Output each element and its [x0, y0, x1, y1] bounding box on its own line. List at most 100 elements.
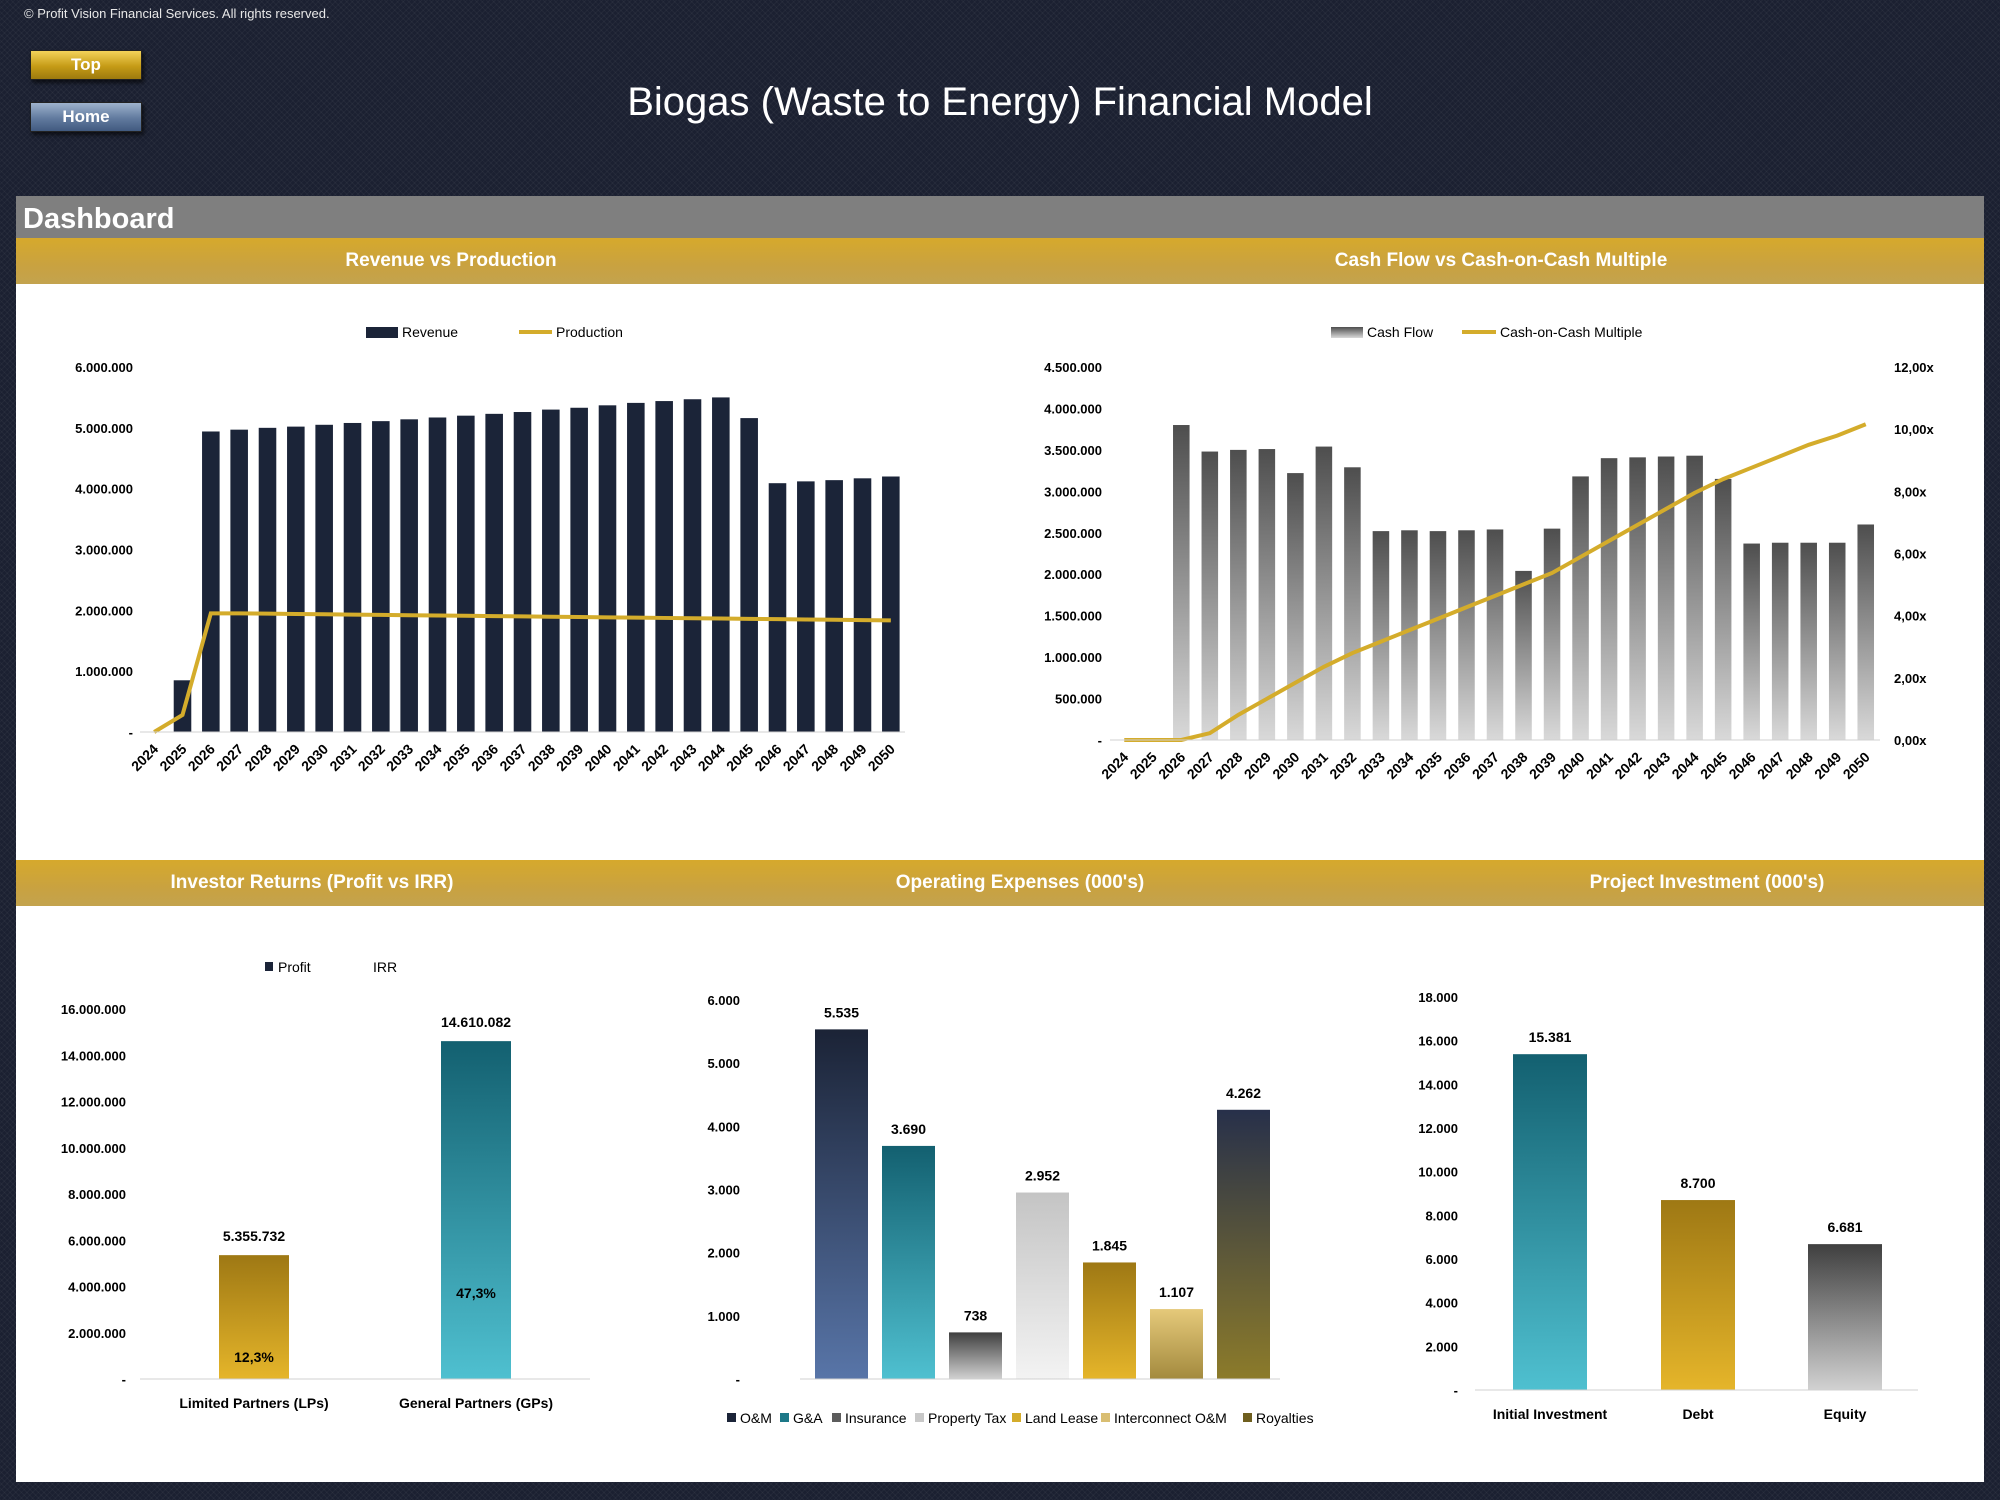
cashflow-x-tick: 2045	[1697, 749, 1730, 782]
cashflow-bar	[1429, 531, 1447, 740]
cashflow-x-tick: 2043	[1640, 749, 1673, 782]
opex-legend-swatch	[727, 1413, 736, 1422]
copyright-text: © Profit Vision Financial Services. All …	[24, 6, 330, 21]
opex-y-tick: 5.000	[707, 1056, 740, 1071]
opex-legend-label: Royalties	[1256, 1410, 1314, 1426]
cashflow-x-tick: 2046	[1725, 749, 1758, 782]
cashflow-y2-tick: 2,00x	[1894, 671, 1927, 686]
investment-y-tick: 18.000	[1418, 990, 1458, 1005]
revenue-bar	[570, 407, 588, 732]
revenue-y-tick: 3.000.000	[75, 543, 133, 558]
revenue-x-tick: 2050	[865, 741, 898, 774]
cashflow-x-tick: 2044	[1668, 749, 1701, 782]
cashflow-bar	[1714, 478, 1732, 740]
revenue-bar	[712, 397, 730, 732]
opex-bar	[949, 1332, 1002, 1379]
opex-legend-label: Property Tax	[928, 1410, 1006, 1426]
cashflow-bar	[1201, 451, 1219, 740]
revenue-x-tick: 2046	[751, 741, 784, 774]
section-band-top: Revenue vs Production Cash Flow vs Cash-…	[16, 238, 1984, 284]
cashflow-y-tick: 2.500.000	[1044, 526, 1102, 541]
irr-data-label: 12,3%	[234, 1349, 274, 1365]
investment-y-tick: 10.000	[1418, 1165, 1458, 1180]
cashflow-bar	[1372, 531, 1390, 740]
revenue-x-tick: 2038	[525, 741, 558, 774]
investment-x-tick: Equity	[1824, 1406, 1867, 1422]
revenue-bar	[542, 409, 560, 732]
cashflow-y2-tick: 10,00x	[1894, 422, 1935, 437]
revenue-bar	[768, 483, 787, 732]
revenue-bar	[457, 415, 475, 732]
cashflow-bar	[1657, 456, 1675, 740]
revenue-bar	[683, 399, 702, 732]
revenue-x-tick: 2030	[298, 741, 331, 774]
revenue-bar	[627, 402, 645, 732]
investment-x-tick: Initial Investment	[1493, 1406, 1608, 1422]
revenue-x-tick: 2035	[440, 741, 473, 774]
cashflow-x-tick: 2036	[1440, 749, 1473, 782]
cashflow-bar	[1572, 476, 1589, 740]
opex-legend-swatch	[780, 1413, 789, 1422]
investment-y-tick: 16.000	[1418, 1034, 1458, 1049]
opex-legend-label: Interconnect O&M	[1114, 1410, 1227, 1426]
legend-label-cashflow: Cash Flow	[1367, 324, 1434, 340]
revenue-x-tick: 2047	[780, 741, 813, 774]
opex-legend-swatch	[1101, 1413, 1110, 1422]
cashflow-bar	[1800, 542, 1817, 740]
home-button[interactable]: Home	[30, 102, 142, 132]
investment-y-tick: 12.000	[1418, 1121, 1458, 1136]
cashflow-bar	[1515, 570, 1532, 740]
cashflow-bar	[1344, 467, 1361, 740]
opex-legend-swatch	[1243, 1413, 1252, 1422]
opex-data-label: 4.262	[1226, 1085, 1261, 1101]
opex-bar	[1083, 1262, 1136, 1379]
profit-data-label: 14.610.082	[441, 1014, 511, 1030]
revenue-x-tick: 2036	[468, 741, 501, 774]
opex-legend-swatch	[832, 1413, 841, 1422]
revenue-x-tick: 2029	[270, 741, 303, 774]
revenue-bar	[202, 431, 220, 732]
cashflow-y-tick: 4.000.000	[1044, 401, 1102, 416]
coc-multiple-line	[1124, 422, 1867, 742]
revenue-bar	[287, 426, 305, 732]
cashflow-y2-tick: 0,00x	[1894, 733, 1927, 748]
investment-y-tick: 6.000	[1425, 1252, 1458, 1267]
revenue-x-tick: 2043	[666, 741, 699, 774]
opex-y-tick: 4.000	[707, 1119, 740, 1134]
revenue-x-tick: 2034	[411, 741, 444, 774]
legend-label-production: Production	[556, 324, 623, 340]
cashflow-bar	[1173, 425, 1190, 740]
revenue-x-tick: 2049	[836, 741, 869, 774]
cashflow-y-tick: 1.000.000	[1044, 650, 1102, 665]
revenue-y-tick: 5.000.000	[75, 421, 133, 436]
revenue-y-tick: 2.000.000	[75, 603, 133, 618]
investor-y-tick: 14.000.000	[61, 1048, 126, 1063]
profit-data-label: 5.355.732	[223, 1228, 285, 1244]
investment-y-tick: 2.000	[1425, 1339, 1458, 1354]
revenue-bar	[230, 429, 248, 732]
dashboard-title: Dashboard	[23, 203, 175, 235]
cashflow-section-title: Cash Flow vs Cash-on-Cash Multiple	[1334, 250, 1668, 271]
cashflow-x-tick: 2040	[1554, 749, 1587, 782]
opex-y-tick: 1.000	[707, 1309, 740, 1324]
cashflow-bar	[1771, 542, 1789, 740]
revenue-x-tick: 2048	[808, 741, 841, 774]
opex-data-label: 738	[964, 1307, 988, 1323]
legend-swatch-cashflow	[1331, 327, 1363, 338]
cashflow-y2-tick: 4,00x	[1894, 609, 1927, 624]
investment-y-tick: 4.000	[1425, 1296, 1458, 1311]
cashflow-x-tick: 2030	[1269, 749, 1302, 782]
legend-label-revenue: Revenue	[402, 324, 458, 340]
dashboard-panel: Dashboard Revenue vs Production Cash Flo…	[16, 196, 1984, 1482]
revenue-x-tick: 2033	[383, 741, 416, 774]
opex-legend-swatch	[1012, 1413, 1021, 1422]
revenue-bar	[825, 480, 843, 732]
opex-legend-label: Land Lease	[1025, 1410, 1098, 1426]
revenue-x-tick: 2040	[581, 741, 614, 774]
cashflow-bar	[1458, 530, 1475, 740]
top-button[interactable]: Top	[30, 50, 142, 80]
cashflow-y2-tick: 6,00x	[1894, 547, 1927, 562]
cashflow-bar	[1401, 530, 1418, 740]
investor-x-tick: General Partners (GPs)	[399, 1395, 553, 1411]
cashflow-bar	[1828, 542, 1846, 740]
